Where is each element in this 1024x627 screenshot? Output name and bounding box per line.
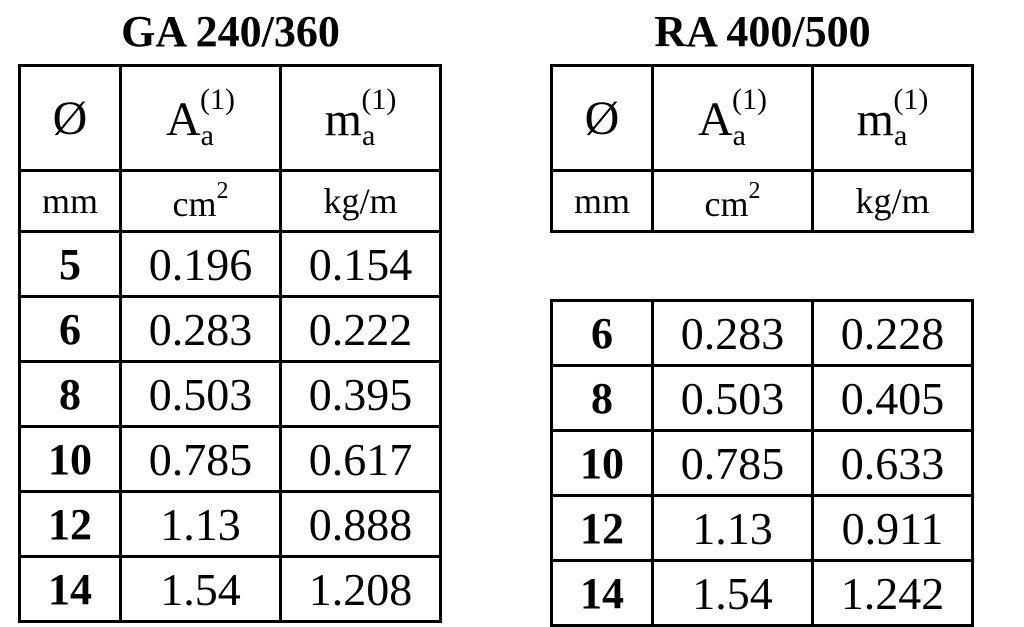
area-header: Aa(1)	[119, 64, 282, 172]
ra-table-body: 6 0.283 0.228 8 0.503 0.405 10 0.785 0.6…	[550, 299, 974, 627]
diameter-cell: 8	[18, 360, 122, 428]
area-cell: 0.283	[651, 299, 814, 367]
left-table-title: GA 240/360	[121, 7, 340, 56]
table-row: 6 0.283 0.222	[18, 295, 442, 363]
mass-unit: kg/m	[811, 169, 974, 233]
area-unit: cm2	[651, 169, 814, 233]
area-cell: 1.13	[651, 494, 814, 562]
area-cell: 0.283	[119, 295, 282, 363]
ga-table: Ø Aa(1) ma(1) mm cm2 kg/m 5 0.196 0.154 …	[18, 64, 442, 623]
area-header: Aa(1)	[651, 64, 814, 172]
table-row: 6 0.283 0.228	[550, 299, 974, 367]
diameter-cell: 10	[18, 425, 122, 493]
mass-cell: 1.242	[811, 559, 974, 627]
mass-cell: 0.911	[811, 494, 974, 562]
right-table-title: RA 400/500	[654, 7, 871, 56]
diameter-cell: 14	[18, 555, 122, 623]
ra-table-header: Ø Aa(1) ma(1) mm cm2 kg/m	[550, 64, 974, 233]
diameter-cell: 12	[550, 494, 654, 562]
area-cell: 0.503	[651, 364, 814, 432]
mass-header: ma(1)	[279, 64, 442, 172]
mass-unit: kg/m	[279, 169, 442, 233]
mass-cell: 0.633	[811, 429, 974, 497]
table-row: 5 0.196 0.154	[18, 230, 442, 298]
table-row: 10 0.785 0.633	[550, 429, 974, 497]
diameter-cell: 10	[550, 429, 654, 497]
diameter-header: Ø	[550, 64, 654, 172]
mass-cell: 0.888	[279, 490, 442, 558]
diameter-cell: 6	[550, 299, 654, 367]
area-cell: 1.54	[119, 555, 282, 623]
area-cell: 1.13	[119, 490, 282, 558]
diameter-cell: 12	[18, 490, 122, 558]
header-row: Ø Aa(1) ma(1)	[18, 64, 442, 172]
area-cell: 0.196	[119, 230, 282, 298]
table-row: 12 1.13 0.911	[550, 494, 974, 562]
mass-cell: 0.405	[811, 364, 974, 432]
area-cell: 0.785	[119, 425, 282, 493]
table-row: 14 1.54 1.208	[18, 555, 442, 623]
area-unit: cm2	[119, 169, 282, 233]
table-row: 12 1.13 0.888	[18, 490, 442, 558]
mass-cell: 1.208	[279, 555, 442, 623]
diameter-cell: 14	[550, 559, 654, 627]
table-row: 8 0.503 0.405	[550, 364, 974, 432]
header-row: Ø Aa(1) ma(1)	[550, 64, 974, 172]
table-row: 14 1.54 1.242	[550, 559, 974, 627]
mass-header: ma(1)	[811, 64, 974, 172]
mass-cell: 0.228	[811, 299, 974, 367]
diameter-unit: mm	[18, 169, 122, 233]
diameter-cell: 6	[18, 295, 122, 363]
area-cell: 0.785	[651, 429, 814, 497]
diameter-unit: mm	[550, 169, 654, 233]
mass-cell: 0.617	[279, 425, 442, 493]
mass-cell: 0.154	[279, 230, 442, 298]
units-row: mm cm2 kg/m	[550, 169, 974, 233]
diameter-cell: 5	[18, 230, 122, 298]
table-row: 10 0.785 0.617	[18, 425, 442, 493]
diameter-cell: 8	[550, 364, 654, 432]
area-cell: 1.54	[651, 559, 814, 627]
area-cell: 0.503	[119, 360, 282, 428]
table-row: 8 0.503 0.395	[18, 360, 442, 428]
units-row: mm cm2 kg/m	[18, 169, 442, 233]
diameter-header: Ø	[18, 64, 122, 172]
mass-cell: 0.395	[279, 360, 442, 428]
mass-cell: 0.222	[279, 295, 442, 363]
